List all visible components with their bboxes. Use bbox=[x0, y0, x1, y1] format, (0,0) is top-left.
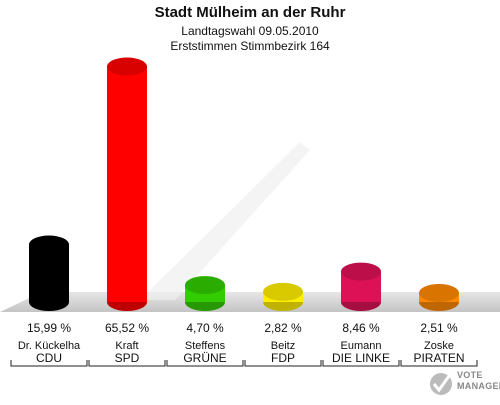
party-bracket bbox=[10, 360, 88, 367]
vote-manager-logo bbox=[428, 366, 500, 400]
bars-group bbox=[29, 57, 459, 311]
candidate-label: Dr. Kückelha bbox=[18, 340, 81, 352]
value-label: 2,82 % bbox=[264, 321, 302, 335]
value-label: 8,46 % bbox=[342, 321, 380, 335]
candidate-label: Zoske bbox=[424, 340, 454, 352]
logo-wordmark: VOTE MANAGER bbox=[457, 370, 500, 392]
bar-top bbox=[185, 276, 225, 295]
chart-subtitle: Landtagswahl 09.05.2010 bbox=[181, 24, 319, 38]
party-label: DIE LINKE bbox=[332, 351, 390, 365]
party-bracket bbox=[400, 360, 478, 367]
candidate-label: Steffens bbox=[185, 340, 226, 352]
party-bracket bbox=[88, 360, 166, 367]
party-label: PIRATEN bbox=[413, 351, 464, 365]
bar-die-linke bbox=[341, 262, 381, 311]
bar-piraten bbox=[419, 283, 459, 311]
party-bracket bbox=[244, 360, 322, 367]
bar-top bbox=[29, 235, 69, 254]
chart-subtitle-2: Erststimmen Stimmbezirk 164 bbox=[170, 39, 330, 53]
logo-text-vote: VOTE bbox=[457, 370, 483, 380]
bar-cdu bbox=[29, 235, 69, 311]
bar-grüne bbox=[185, 276, 225, 311]
bar-top bbox=[341, 262, 381, 281]
value-label: 65,52 % bbox=[105, 321, 149, 335]
checkmark-icon bbox=[430, 373, 452, 395]
value-label: 15,99 % bbox=[27, 321, 71, 335]
logo-text-manager: MANAGER bbox=[457, 381, 500, 391]
party-label: SPD bbox=[115, 351, 140, 365]
party-label: FDP bbox=[271, 351, 295, 365]
bar-body bbox=[29, 244, 69, 302]
value-label: 4,70 % bbox=[186, 321, 224, 335]
value-label: 2,51 % bbox=[420, 321, 458, 335]
party-label: GRÜNE bbox=[183, 351, 226, 365]
chart-backdrop bbox=[0, 142, 500, 312]
candidate-label: Eumann bbox=[341, 340, 382, 352]
bar-top bbox=[263, 282, 303, 301]
bar-top bbox=[419, 283, 459, 302]
party-bracket bbox=[166, 360, 244, 367]
bar-spd bbox=[107, 57, 147, 311]
chart-title: Stadt Mülheim an der Ruhr bbox=[154, 4, 346, 21]
bar-body bbox=[107, 66, 147, 302]
candidate-label: Kraft bbox=[115, 340, 138, 352]
bar-top bbox=[107, 57, 147, 76]
candidate-label: Beitz bbox=[271, 340, 295, 352]
bar-fdp bbox=[263, 282, 303, 311]
party-label: CDU bbox=[36, 351, 62, 365]
party-bracket bbox=[322, 360, 400, 367]
